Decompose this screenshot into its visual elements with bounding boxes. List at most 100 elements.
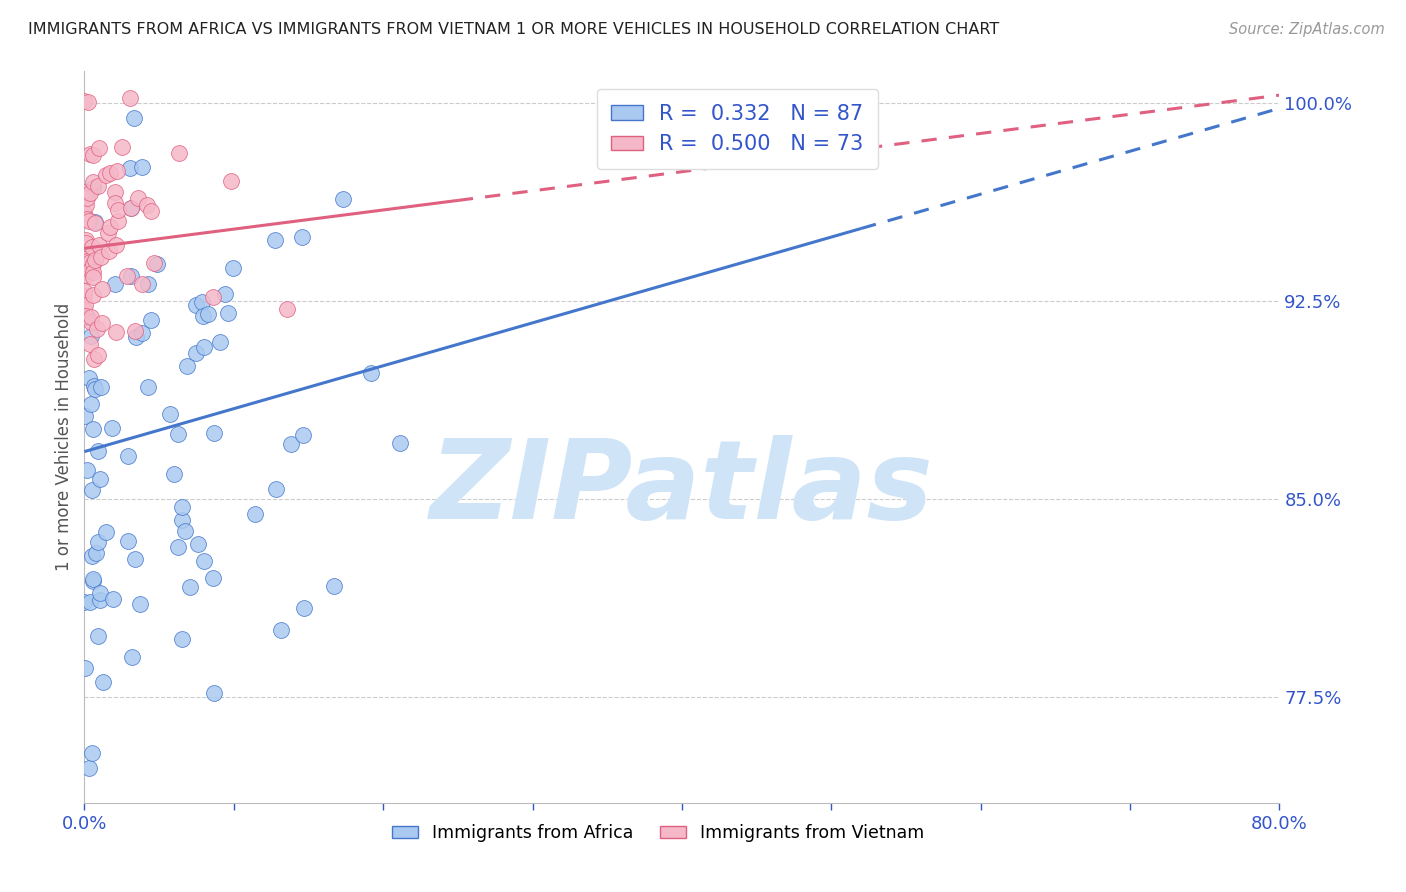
- Point: [73, 185, 96, 199]
- Point: [73, 595, 96, 609]
- Point: [270, 624, 292, 638]
- Point: [90, 380, 112, 394]
- Point: [172, 500, 194, 514]
- Point: [97, 227, 120, 241]
- Point: [82, 181, 104, 195]
- Point: [87, 535, 110, 549]
- Point: [107, 214, 129, 228]
- Legend: Immigrants from Africa, Immigrants from Vietnam: Immigrants from Africa, Immigrants from …: [385, 817, 931, 849]
- Point: [159, 407, 181, 421]
- Point: [87, 444, 110, 458]
- Point: [73, 254, 96, 268]
- Point: [80, 397, 103, 411]
- Point: [291, 230, 314, 244]
- Point: [90, 251, 112, 265]
- Point: [191, 295, 214, 310]
- Point: [167, 540, 190, 554]
- Point: [73, 409, 96, 424]
- Point: [101, 420, 124, 434]
- Point: [209, 334, 232, 349]
- Point: [75, 661, 97, 675]
- Point: [167, 145, 190, 160]
- Point: [73, 302, 96, 317]
- Point: [98, 244, 121, 258]
- Point: [75, 198, 97, 212]
- Point: [91, 675, 114, 690]
- Point: [80, 483, 103, 498]
- Point: [73, 309, 96, 323]
- Point: [323, 578, 346, 592]
- Point: [243, 507, 266, 521]
- Point: [118, 91, 141, 105]
- Point: [104, 277, 127, 291]
- Point: [75, 309, 97, 323]
- Point: [174, 524, 197, 539]
- Point: [217, 306, 239, 320]
- Point: [276, 302, 298, 317]
- Point: [104, 186, 127, 200]
- Point: [193, 340, 215, 354]
- Point: [75, 268, 97, 283]
- Point: [202, 426, 225, 441]
- Point: [80, 315, 103, 329]
- Point: [163, 467, 186, 481]
- Point: [117, 534, 139, 549]
- Point: [197, 307, 219, 321]
- Point: [121, 650, 143, 665]
- Point: [222, 261, 245, 276]
- Point: [280, 437, 302, 451]
- Point: [124, 330, 146, 344]
- Point: [82, 574, 104, 588]
- Point: [118, 161, 141, 175]
- Point: [143, 255, 166, 269]
- Point: [90, 316, 112, 330]
- Point: [76, 95, 98, 110]
- Point: [73, 298, 96, 312]
- Point: [170, 513, 193, 527]
- Point: [263, 233, 285, 247]
- Point: [105, 238, 128, 252]
- Point: [120, 201, 142, 215]
- Point: [82, 257, 104, 271]
- Point: [135, 197, 157, 211]
- Point: [89, 593, 111, 607]
- Point: [76, 310, 98, 325]
- Point: [202, 686, 225, 700]
- Point: [77, 214, 100, 228]
- Point: [122, 111, 145, 125]
- Y-axis label: 1 or more Vehicles in Household: 1 or more Vehicles in Household: [55, 303, 73, 571]
- Point: [80, 310, 103, 325]
- Point: [87, 237, 110, 252]
- Point: [79, 595, 101, 609]
- Point: [136, 379, 159, 393]
- Point: [82, 148, 104, 162]
- Point: [73, 94, 96, 108]
- Point: [82, 270, 104, 285]
- Point: [87, 347, 110, 361]
- Point: [79, 263, 101, 277]
- Point: [82, 422, 104, 436]
- Point: [77, 761, 100, 775]
- Point: [73, 206, 96, 220]
- Point: [79, 186, 101, 201]
- Point: [83, 378, 105, 392]
- Point: [291, 428, 314, 442]
- Point: [141, 313, 163, 327]
- Point: [107, 164, 129, 178]
- Point: [82, 175, 104, 189]
- Point: [86, 322, 108, 336]
- Point: [107, 202, 129, 217]
- Point: [75, 235, 97, 250]
- Point: [103, 592, 125, 607]
- Point: [167, 427, 190, 442]
- Point: [84, 545, 107, 559]
- Point: [79, 371, 101, 385]
- Point: [146, 257, 169, 271]
- Point: [79, 328, 101, 343]
- Point: [104, 195, 127, 210]
- Point: [193, 309, 215, 323]
- Point: [82, 265, 104, 279]
- Point: [219, 174, 242, 188]
- Point: [179, 580, 201, 594]
- Point: [79, 337, 101, 351]
